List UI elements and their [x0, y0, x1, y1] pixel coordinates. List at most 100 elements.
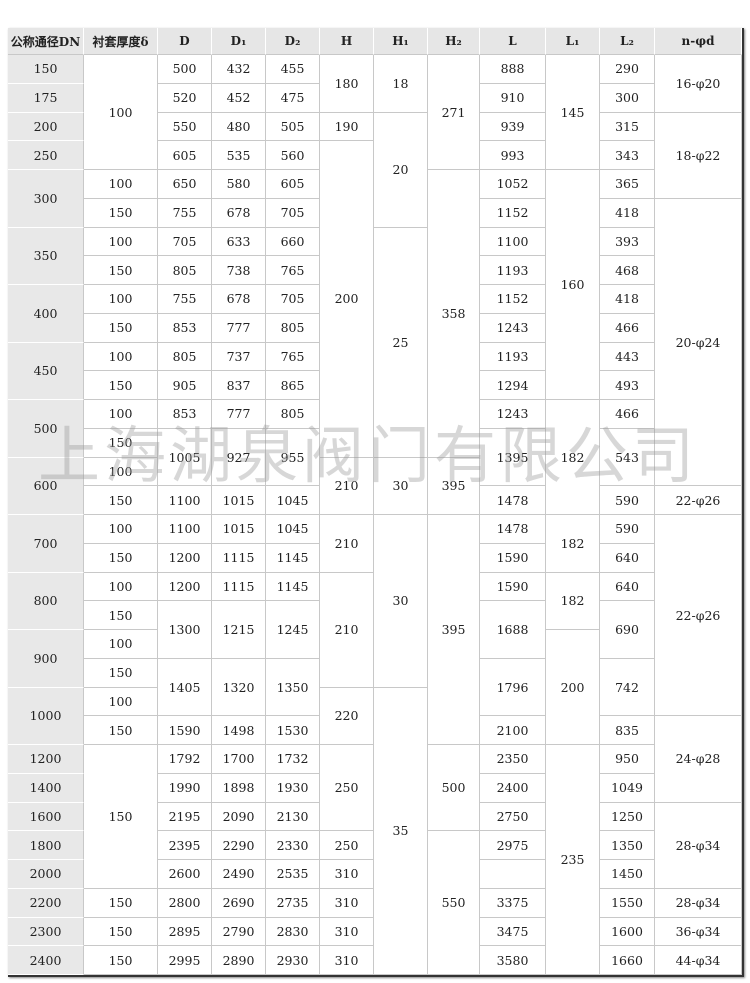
cell-thickness: 150 [84, 256, 158, 285]
cell-H1: 30 [374, 457, 428, 515]
cell-L: 2750 [480, 802, 546, 832]
cell-D1: 737 [212, 342, 266, 372]
cell-L2: 1600 [600, 917, 655, 947]
cell-thickness: 150 [84, 658, 158, 688]
cell-L: 2400 [480, 773, 546, 803]
cell-nd: 18-φ22 [655, 112, 742, 199]
cell-L2: 835 [600, 716, 655, 745]
cell-H2: 358 [428, 170, 480, 458]
cell-D2: 2930 [266, 946, 320, 975]
cell-L1: 182 [546, 515, 600, 573]
cell-nd: 36-φ34 [655, 917, 742, 947]
cell-thickness: 100 [84, 515, 158, 544]
cell-L2: 343 [600, 141, 655, 170]
cell-H: 210 [320, 515, 374, 573]
cell-D2: 955 [266, 428, 320, 487]
column-header-L1: L₁ [546, 28, 600, 55]
cell-L: 1152 [480, 285, 546, 314]
cell-D2: 1530 [266, 716, 320, 745]
cell-L1: 160 [546, 170, 600, 400]
cell-D2: 2330 [266, 831, 320, 860]
cell-L: 1243 [480, 400, 546, 429]
cell-L: 939 [480, 112, 546, 142]
cell-L: 1294 [480, 371, 546, 400]
cell-thickness: 100 [84, 285, 158, 314]
cell-thickness: 150 [84, 486, 158, 515]
cell-thickness: 150 [84, 198, 158, 228]
cell-thickness: 100 [84, 457, 158, 487]
cell-thickness: 150 [84, 371, 158, 400]
cell-H: 310 [320, 888, 374, 918]
cell-D2: 705 [266, 198, 320, 228]
cell-D: 755 [158, 198, 212, 228]
cell-D: 1005 [158, 428, 212, 487]
cell-L2: 418 [600, 198, 655, 228]
cell-D1: 2290 [212, 831, 266, 860]
cell-thickness: 150 [84, 716, 158, 745]
cell-dn: 1400 [8, 773, 84, 803]
column-header-H2: H₂ [428, 28, 480, 55]
cell-L2: 1250 [600, 802, 655, 832]
cell-L2: 493 [600, 371, 655, 400]
cell-H: 310 [320, 917, 374, 947]
cell-L: 1590 [480, 572, 546, 602]
cell-D2: 865 [266, 371, 320, 400]
cell-thickness: 150 [84, 313, 158, 343]
cell-thickness: 150 [84, 745, 158, 889]
cell-L1: 235 [546, 745, 600, 975]
cell-D1: 1115 [212, 572, 266, 602]
cell-thickness: 100 [84, 170, 158, 199]
cell-H: 250 [320, 831, 374, 860]
cell-L: 993 [480, 141, 546, 170]
cell-D2: 2830 [266, 917, 320, 947]
cell-L: 910 [480, 83, 546, 113]
cell-L2: 315 [600, 112, 655, 142]
cell-L: 1688 [480, 601, 546, 659]
cell-H: 210 [320, 572, 374, 688]
column-header-H1: H₁ [374, 28, 428, 55]
cell-dn: 250 [8, 141, 84, 170]
cell-D2: 505 [266, 112, 320, 142]
cell-dn: 2000 [8, 860, 84, 889]
cell-D1: 777 [212, 400, 266, 429]
cell-D: 2395 [158, 831, 212, 860]
cell-dn: 300 [8, 170, 84, 228]
cell-D1: 1498 [212, 716, 266, 745]
cell-D1: 1015 [212, 515, 266, 544]
cell-L2: 742 [600, 658, 655, 717]
cell-L: 3475 [480, 917, 546, 947]
cell-L2: 393 [600, 227, 655, 257]
cell-L2: 466 [600, 400, 655, 429]
cell-D2: 765 [266, 256, 320, 285]
cell-L: 1243 [480, 313, 546, 343]
cell-dn: 150 [8, 55, 84, 84]
cell-thickness: 150 [84, 888, 158, 918]
cell-L2: 590 [600, 515, 655, 544]
cell-D1: 1215 [212, 601, 266, 659]
cell-H1: 25 [374, 227, 428, 458]
cell-H1: 35 [374, 687, 428, 975]
cell-dn: 2300 [8, 917, 84, 947]
cell-dn: 700 [8, 515, 84, 573]
cell-D: 2895 [158, 917, 212, 947]
cell-D: 500 [158, 55, 212, 84]
cell-D1: 633 [212, 227, 266, 257]
cell-L1: 182 [546, 400, 600, 515]
cell-H: 250 [320, 745, 374, 832]
cell-thickness: 150 [84, 601, 158, 630]
cell-L: 2975 [480, 831, 546, 860]
cell-thickness: 100 [84, 630, 158, 659]
cell-dn: 2400 [8, 946, 84, 975]
cell-L2: 543 [600, 428, 655, 487]
valve-dimension-table: 公称通径DN 衬套厚度δ D D₁ D₂ H H₁ H₂ L L₁ L₂ n-φd 150 175 200 2… [8, 28, 744, 977]
cell-D1: 738 [212, 256, 266, 285]
cell-L: 1395 [480, 428, 546, 487]
cell-L2: 1660 [600, 946, 655, 975]
cell-D1: 777 [212, 313, 266, 343]
cell-D: 2195 [158, 802, 212, 832]
cell-D: 1200 [158, 572, 212, 602]
cell-D1: 535 [212, 141, 266, 170]
cell-L: 1193 [480, 342, 546, 372]
cell-thickness: 100 [84, 400, 158, 429]
cell-L2: 468 [600, 256, 655, 285]
